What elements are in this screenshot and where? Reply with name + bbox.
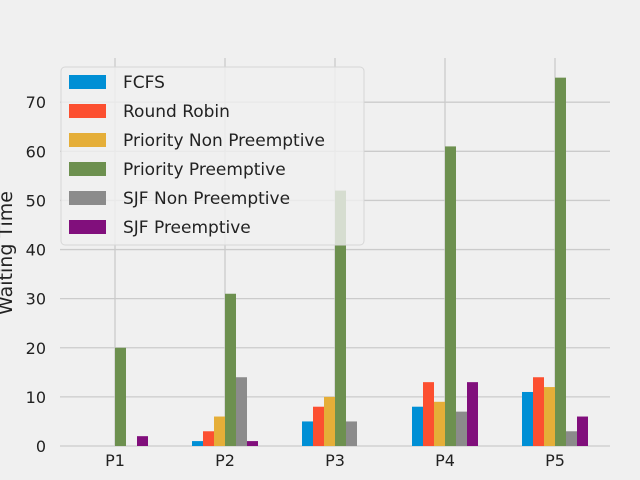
legend-box — [60, 66, 365, 246]
bar — [247, 441, 258, 446]
x-tick-label: P1 — [105, 451, 125, 470]
legend-swatch — [69, 162, 106, 176]
bar — [533, 377, 544, 446]
bar — [225, 293, 236, 446]
legend-label: SJF Non Preemptive — [123, 189, 290, 209]
bar — [544, 387, 555, 446]
y-tick-label: 40 — [26, 241, 46, 260]
legend-swatch — [69, 191, 106, 205]
x-tick-label: P2 — [215, 451, 235, 470]
bar — [302, 421, 313, 446]
bar — [555, 77, 566, 446]
legend-label: SJF Preemptive — [123, 218, 251, 238]
y-tick-label: 50 — [26, 191, 46, 210]
bar — [115, 347, 126, 446]
bar — [456, 411, 467, 446]
bar — [412, 406, 423, 446]
tick-labels: 0 10 20 30 40 50 60 70 P1 P2 P3 P4 P5 — [26, 93, 565, 470]
x-tick-label: P5 — [545, 451, 565, 470]
legend-swatch — [69, 104, 106, 118]
y-tick-label: 60 — [26, 142, 46, 161]
bar — [192, 441, 203, 446]
x-tick-label: P4 — [435, 451, 455, 470]
bar — [313, 406, 324, 446]
legend: FCFS Round Robin Priority Non Preemptive Pr… — [60, 66, 365, 246]
bar — [577, 416, 588, 446]
legend-swatch — [69, 133, 106, 147]
legend-label: Priority Preemptive — [123, 160, 286, 180]
legend-swatch — [69, 220, 106, 234]
y-tick-label: 0 — [36, 437, 46, 456]
y-tick-label: 20 — [26, 339, 46, 358]
bar — [346, 421, 357, 446]
bar — [236, 377, 247, 446]
bar — [423, 382, 434, 446]
legend-label: Round Robin — [123, 102, 230, 122]
bar — [137, 436, 148, 446]
bar — [335, 190, 346, 446]
legend-swatch — [69, 75, 106, 89]
bar — [434, 401, 445, 446]
legend-label: FCFS — [123, 73, 165, 93]
bar — [214, 416, 225, 446]
y-tick-label: 10 — [26, 388, 46, 407]
bar — [522, 391, 533, 446]
bars — [115, 77, 588, 446]
bar — [324, 396, 335, 446]
y-axis-title: Waiting Time — [0, 191, 17, 315]
bar — [445, 146, 456, 446]
bar — [467, 382, 478, 446]
x-tick-label: P3 — [325, 451, 345, 470]
legend-label: Priority Non Preemptive — [123, 131, 325, 151]
bar — [203, 431, 214, 446]
bar — [566, 431, 577, 446]
y-tick-label: 70 — [26, 93, 46, 112]
y-tick-label: 30 — [26, 290, 46, 309]
